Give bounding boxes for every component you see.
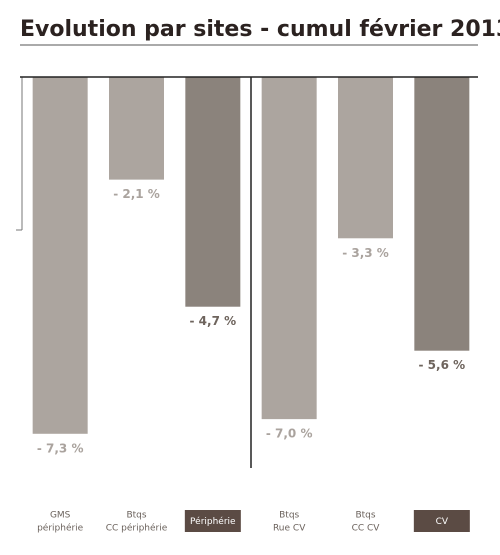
x-tick-label-line: Btqs [355, 510, 375, 520]
x-tick-label: CV [436, 517, 449, 527]
x-tick-label: GMS périphérie [37, 510, 84, 533]
value-label: - 3,3 % [342, 246, 389, 260]
x-tick-label-line: GMS [50, 510, 71, 520]
x-tick-label-line: CC CV [352, 523, 381, 533]
category-box [413, 510, 470, 532]
x-tick-label-line: Périphérie [190, 516, 236, 527]
x-tick-label: Btqs Rue CV [273, 510, 306, 533]
bar [414, 77, 470, 351]
x-tick-label: Périphérie [190, 516, 236, 527]
value-label: - 7,3 % [37, 441, 84, 455]
bar [261, 77, 317, 420]
x-tick-label-line: Btqs [126, 510, 146, 520]
bar [109, 77, 164, 180]
chart-title: Evolution par sites - cumul février 2013 [20, 17, 500, 42]
x-tick-label-line: CV [436, 517, 449, 527]
x-tick-label-line: périphérie [37, 522, 84, 533]
x-tick-label: Btqs CC CV [352, 510, 381, 533]
x-tick-label-line: Btqs [279, 510, 299, 520]
bar [185, 77, 241, 307]
bar [32, 77, 88, 434]
x-tick-label-line: Rue CV [273, 523, 306, 533]
value-label: - 5,6 % [419, 358, 466, 372]
value-label: - 7,0 % [266, 427, 313, 441]
category-box [184, 510, 241, 532]
x-tick-label: Btqs CC périphérie [106, 510, 168, 533]
value-label: - 2,1 % [113, 187, 160, 201]
bar [338, 77, 393, 239]
x-tick-label-line: CC périphérie [106, 522, 168, 533]
value-label: - 4,7 % [190, 314, 237, 328]
